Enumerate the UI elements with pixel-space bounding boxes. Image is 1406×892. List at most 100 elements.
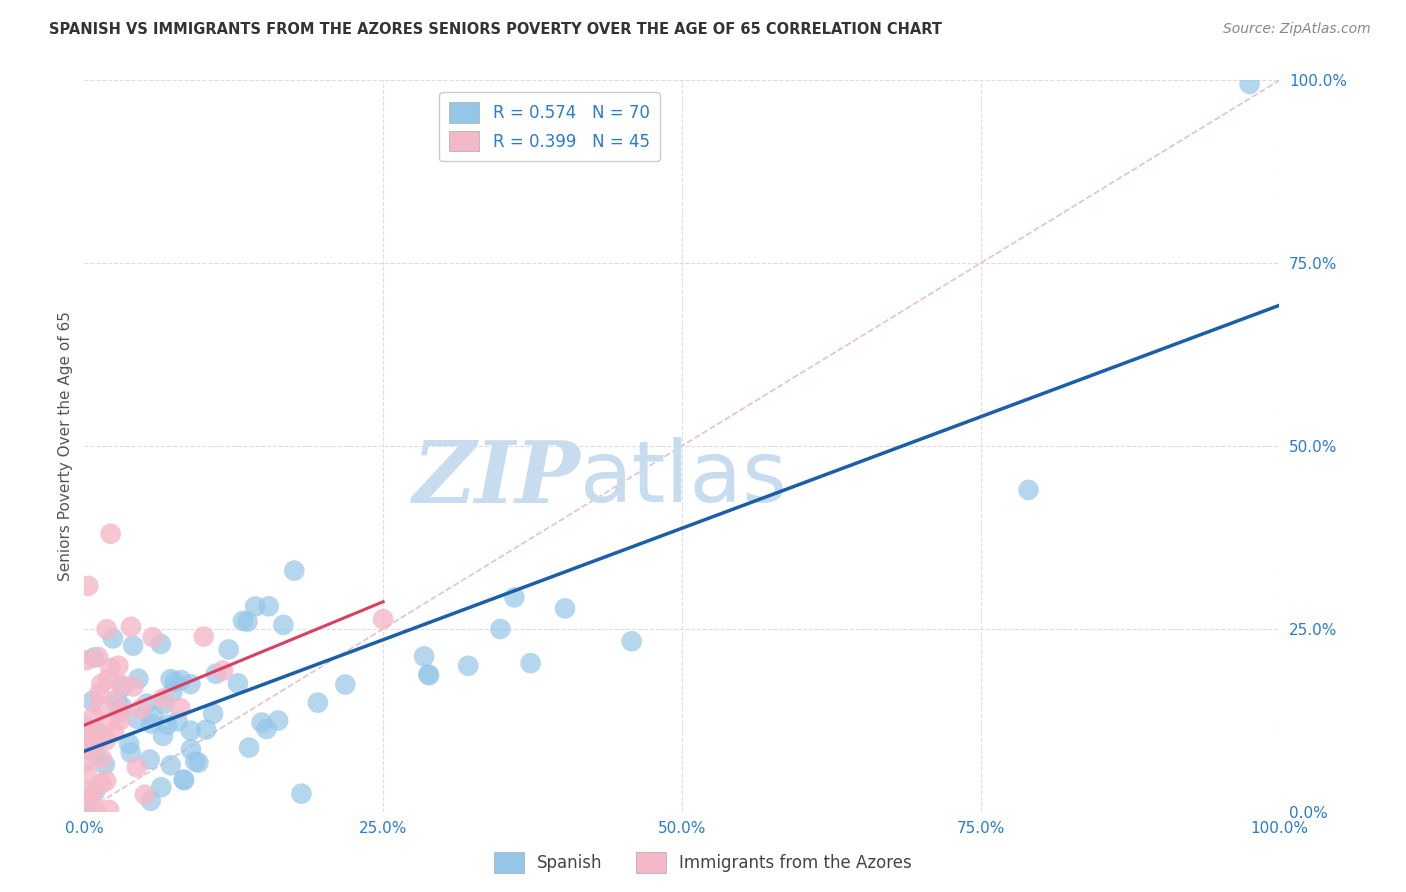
- Spanish: [160, 758, 183, 772]
- Spanish: [195, 723, 218, 737]
- Immigrants from the Azores: [100, 526, 122, 541]
- Spanish: [152, 729, 174, 743]
- Spanish: [620, 634, 643, 648]
- Spanish: [107, 705, 129, 719]
- Text: Source: ZipAtlas.com: Source: ZipAtlas.com: [1223, 22, 1371, 37]
- Spanish: [226, 676, 249, 690]
- Text: atlas: atlas: [581, 437, 789, 520]
- Spanish: [283, 564, 305, 578]
- Spanish: [101, 632, 124, 646]
- Spanish: [256, 722, 278, 736]
- Immigrants from the Azores: [125, 760, 148, 774]
- Immigrants from the Azores: [104, 693, 127, 707]
- Immigrants from the Azores: [98, 714, 121, 729]
- Immigrants from the Azores: [129, 702, 152, 716]
- Spanish: [138, 752, 160, 766]
- Spanish: [187, 756, 209, 770]
- Spanish: [173, 773, 195, 788]
- Immigrants from the Azores: [373, 612, 395, 626]
- Spanish: [257, 599, 280, 614]
- Immigrants from the Azores: [110, 678, 132, 692]
- Spanish: [418, 668, 440, 682]
- Spanish: [232, 614, 254, 628]
- Spanish: [118, 737, 141, 751]
- Y-axis label: Seniors Poverty Over the Age of 65: Seniors Poverty Over the Age of 65: [58, 311, 73, 581]
- Spanish: [413, 649, 436, 664]
- Spanish: [87, 726, 110, 740]
- Spanish: [75, 720, 97, 734]
- Spanish: [519, 656, 541, 670]
- Spanish: [202, 706, 225, 721]
- Spanish: [84, 784, 107, 798]
- Immigrants from the Azores: [75, 653, 97, 667]
- Spanish: [179, 677, 201, 691]
- Spanish: [127, 712, 149, 726]
- Immigrants from the Azores: [83, 724, 105, 739]
- Immigrants from the Azores: [77, 579, 100, 593]
- Immigrants from the Azores: [80, 792, 103, 806]
- Spanish: [503, 591, 526, 605]
- Immigrants from the Azores: [79, 743, 101, 757]
- Spanish: [307, 696, 329, 710]
- Immigrants from the Azores: [89, 698, 111, 713]
- Spanish: [163, 674, 186, 689]
- Spanish: [173, 772, 195, 787]
- Spanish: [141, 716, 163, 731]
- Immigrants from the Azores: [100, 661, 122, 675]
- Immigrants from the Azores: [82, 710, 104, 724]
- Immigrants from the Azores: [84, 735, 107, 749]
- Spanish: [153, 697, 176, 711]
- Immigrants from the Azores: [84, 804, 107, 818]
- Spanish: [1239, 77, 1261, 91]
- Spanish: [290, 787, 312, 801]
- Immigrants from the Azores: [75, 740, 97, 755]
- Immigrants from the Azores: [90, 776, 112, 790]
- Spanish: [489, 622, 512, 636]
- Spanish: [156, 718, 179, 732]
- Text: ZIP: ZIP: [412, 437, 581, 521]
- Immigrants from the Azores: [97, 672, 120, 686]
- Immigrants from the Azores: [98, 803, 121, 817]
- Spanish: [170, 673, 193, 687]
- Immigrants from the Azores: [87, 687, 110, 701]
- Immigrants from the Azores: [120, 620, 142, 634]
- Spanish: [150, 780, 173, 795]
- Spanish: [135, 697, 157, 711]
- Spanish: [245, 599, 267, 614]
- Spanish: [142, 709, 165, 723]
- Spanish: [267, 714, 290, 728]
- Spanish: [166, 714, 188, 729]
- Spanish: [82, 694, 104, 708]
- Spanish: [250, 715, 273, 730]
- Immigrants from the Azores: [96, 622, 118, 636]
- Spanish: [111, 680, 134, 694]
- Legend: Spanish, Immigrants from the Azores: Spanish, Immigrants from the Azores: [488, 846, 918, 880]
- Spanish: [1018, 483, 1040, 497]
- Immigrants from the Azores: [169, 701, 191, 715]
- Spanish: [120, 746, 142, 760]
- Immigrants from the Azores: [94, 733, 117, 747]
- Spanish: [180, 742, 202, 756]
- Spanish: [149, 637, 172, 651]
- Spanish: [335, 677, 357, 691]
- Spanish: [273, 617, 295, 632]
- Spanish: [218, 642, 240, 657]
- Spanish: [159, 672, 181, 686]
- Spanish: [83, 650, 105, 665]
- Spanish: [105, 693, 128, 707]
- Spanish: [418, 667, 440, 681]
- Legend: R = 0.574   N = 70, R = 0.399   N = 45: R = 0.574 N = 70, R = 0.399 N = 45: [439, 92, 659, 161]
- Immigrants from the Azores: [90, 752, 112, 766]
- Immigrants from the Azores: [77, 734, 100, 748]
- Spanish: [127, 672, 149, 686]
- Immigrants from the Azores: [76, 767, 98, 781]
- Spanish: [162, 685, 184, 699]
- Immigrants from the Azores: [76, 723, 98, 738]
- Immigrants from the Azores: [193, 630, 215, 644]
- Immigrants from the Azores: [94, 774, 117, 789]
- Immigrants from the Azores: [103, 725, 125, 739]
- Spanish: [184, 755, 207, 769]
- Spanish: [84, 747, 107, 762]
- Immigrants from the Azores: [90, 677, 112, 691]
- Spanish: [180, 723, 202, 738]
